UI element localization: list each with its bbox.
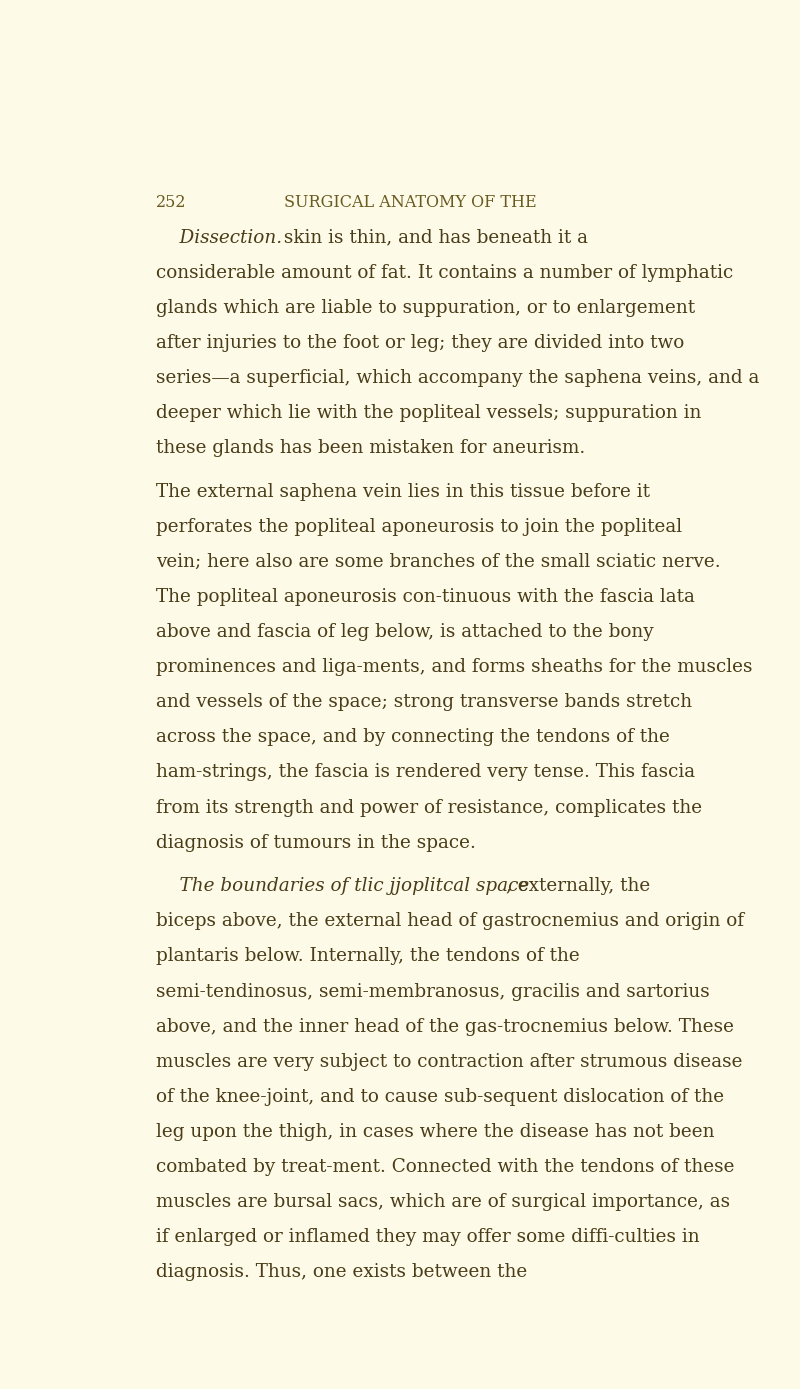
Text: perforates the popliteal aponeurosis to join the popliteal: perforates the popliteal aponeurosis to … [156,518,682,536]
Text: plantaris below. Internally, the tendons of the: plantaris below. Internally, the tendons… [156,947,579,965]
Text: above and fascia of leg below, is attached to the bony: above and fascia of leg below, is attach… [156,624,654,642]
Text: deeper which lie with the popliteal vessels; suppuration in: deeper which lie with the popliteal vess… [156,404,701,422]
Text: considerable amount of fat. It contains a number of lymphatic: considerable amount of fat. It contains … [156,264,733,282]
Text: ham-strings, the fascia is rendered very tense. This fascia: ham-strings, the fascia is rendered very… [156,764,695,782]
Text: of the knee-joint, and to cause sub-sequent dislocation of the: of the knee-joint, and to cause sub-sequ… [156,1088,724,1106]
Text: , externally, the: , externally, the [506,878,650,896]
Text: diagnosis. Thus, one exists between the: diagnosis. Thus, one exists between the [156,1263,527,1281]
Text: above, and the inner head of the gas-trocnemius below. These: above, and the inner head of the gas-tro… [156,1018,734,1036]
Text: vein; here also are some branches of the small sciatic nerve.: vein; here also are some branches of the… [156,553,721,571]
Text: combated by treat-ment. Connected with the tendons of these: combated by treat-ment. Connected with t… [156,1158,734,1176]
Text: biceps above, the external head of gastrocnemius and origin of: biceps above, the external head of gastr… [156,913,744,931]
Text: muscles are bursal sacs, which are of surgical importance, as: muscles are bursal sacs, which are of su… [156,1193,730,1211]
Text: semi-tendinosus, semi-membranosus, gracilis and sartorius: semi-tendinosus, semi-membranosus, graci… [156,982,710,1000]
Text: The boundaries of tlic jjoplitcal space: The boundaries of tlic jjoplitcal space [156,878,529,896]
Text: glands which are liable to suppuration, or to enlargement: glands which are liable to suppuration, … [156,299,695,317]
Text: leg upon the thigh, in cases where the disease has not been: leg upon the thigh, in cases where the d… [156,1122,714,1140]
Text: from its strength and power of resistance, complicates the: from its strength and power of resistanc… [156,799,702,817]
Text: 252: 252 [156,194,186,211]
Text: muscles are very subject to contraction after strumous disease: muscles are very subject to contraction … [156,1053,742,1071]
Text: SURGICAL ANATOMY OF THE: SURGICAL ANATOMY OF THE [284,194,536,211]
Text: diagnosis of tumours in the space.: diagnosis of tumours in the space. [156,833,476,851]
Text: prominences and liga-ments, and forms sheaths for the muscles: prominences and liga-ments, and forms sh… [156,658,752,676]
Text: and vessels of the space; strong transverse bands stretch: and vessels of the space; strong transve… [156,693,692,711]
Text: these glands has been mistaken for aneurism.: these glands has been mistaken for aneur… [156,439,585,457]
Text: series—a superficial, which accompany the saphena veins, and a: series—a superficial, which accompany th… [156,369,759,388]
Text: The popliteal aponeurosis con-tinuous with the fascia lata: The popliteal aponeurosis con-tinuous wi… [156,588,694,606]
Text: skin is thin, and has beneath it a: skin is thin, and has beneath it a [278,229,588,247]
Text: across the space, and by connecting the tendons of the: across the space, and by connecting the … [156,728,670,746]
Text: The external saphena vein lies in this tissue before it: The external saphena vein lies in this t… [156,483,650,501]
Text: Dissection.: Dissection. [156,229,282,247]
Text: if enlarged or inflamed they may offer some diffi-culties in: if enlarged or inflamed they may offer s… [156,1228,699,1246]
Text: after injuries to the foot or leg; they are divided into two: after injuries to the foot or leg; they … [156,333,684,351]
